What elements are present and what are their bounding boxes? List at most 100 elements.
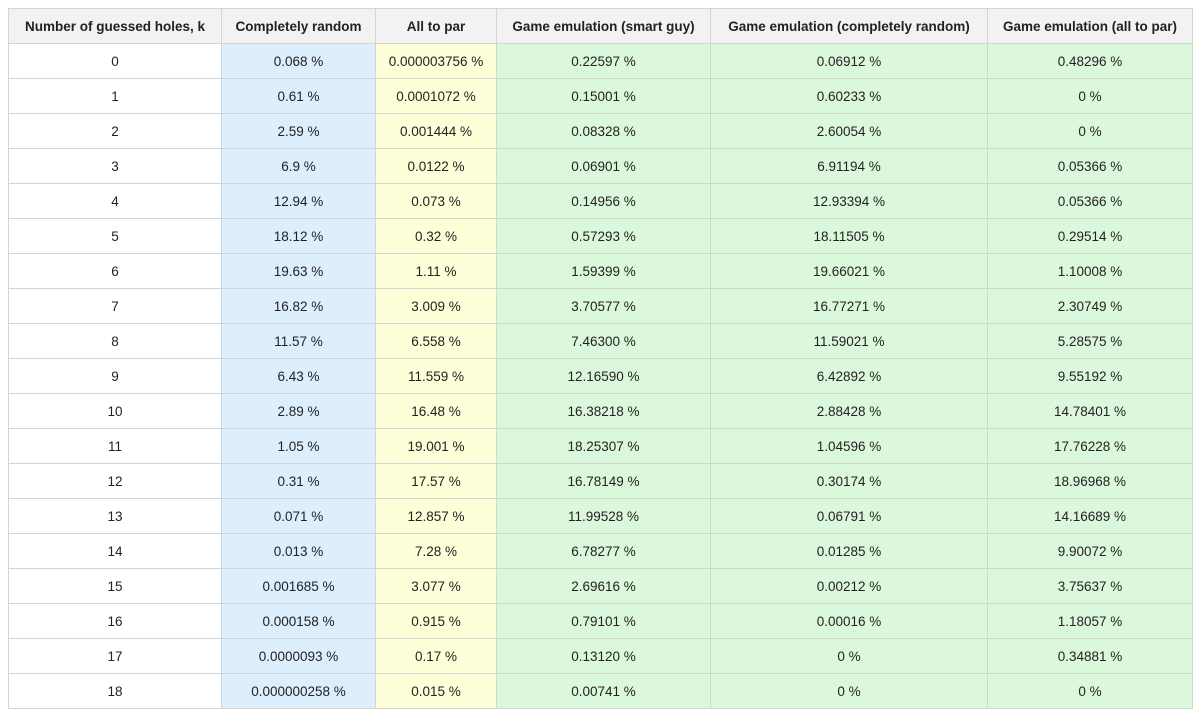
game-emulation-completely-random-cell: 16.77271 % bbox=[710, 288, 988, 324]
table-header: Number of guessed holes, k Completely ra… bbox=[8, 8, 1193, 44]
table-row: 18 0.000000258 % 0.015 % 0.00741 % 0 % 0 % bbox=[8, 673, 1193, 709]
all-to-par-cell: 11.559 % bbox=[375, 358, 497, 394]
table-row: 6 19.63 % 1.11 % 1.59399 % 19.66021 % 1.10008… bbox=[8, 253, 1193, 289]
table-row: 2 2.59 % 0.001444 % 0.08328 % 2.60054 % 0 % bbox=[8, 113, 1193, 149]
guessed-holes-cell: 11 bbox=[8, 428, 222, 464]
game-emulation-smart-guy-cell: 3.70577 % bbox=[496, 288, 711, 324]
completely-random-cell: 2.59 % bbox=[221, 113, 376, 149]
guessed-holes-cell: 13 bbox=[8, 498, 222, 534]
guessed-holes-cell: 12 bbox=[8, 463, 222, 499]
table-row: 9 6.43 % 11.559 % 12.16590 % 6.42892 % 9.5519… bbox=[8, 358, 1193, 394]
game-emulation-completely-random-cell: 0 % bbox=[710, 638, 988, 674]
game-emulation-completely-random-cell: 6.42892 % bbox=[710, 358, 988, 394]
guessed-holes-cell: 4 bbox=[8, 183, 222, 219]
guessed-holes-cell: 3 bbox=[8, 148, 222, 184]
game-emulation-all-to-par-cell: 14.16689 % bbox=[987, 498, 1193, 534]
game-emulation-completely-random-cell: 11.59021 % bbox=[710, 323, 988, 359]
game-emulation-completely-random-cell: 19.66021 % bbox=[710, 253, 988, 289]
all-to-par-cell: 0.000003756 % bbox=[375, 43, 497, 79]
game-emulation-smart-guy-cell: 0.14956 % bbox=[496, 183, 711, 219]
completely-random-cell: 1.05 % bbox=[221, 428, 376, 464]
completely-random-cell: 0.013 % bbox=[221, 533, 376, 569]
game-emulation-smart-guy-cell: 16.38218 % bbox=[496, 393, 711, 429]
table-row: 3 6.9 % 0.0122 % 0.06901 % 6.91194 % 0.05366 … bbox=[8, 148, 1193, 184]
all-to-par-cell: 0.001444 % bbox=[375, 113, 497, 149]
game-emulation-all-to-par-cell: 2.30749 % bbox=[987, 288, 1193, 324]
all-to-par-cell: 12.857 % bbox=[375, 498, 497, 534]
table-row: 16 0.000158 % 0.915 % 0.79101 % 0.00016 % 1.1… bbox=[8, 603, 1193, 639]
completely-random-cell: 19.63 % bbox=[221, 253, 376, 289]
completely-random-cell: 0.068 % bbox=[221, 43, 376, 79]
all-to-par-cell: 3.009 % bbox=[375, 288, 497, 324]
all-to-par-cell: 1.11 % bbox=[375, 253, 497, 289]
game-emulation-smart-guy-cell: 11.99528 % bbox=[496, 498, 711, 534]
table-row: 13 0.071 % 12.857 % 11.99528 % 0.06791 % 14.1… bbox=[8, 498, 1193, 534]
column-header-all-to-par: All to par bbox=[375, 8, 497, 44]
game-emulation-smart-guy-cell: 7.46300 % bbox=[496, 323, 711, 359]
game-emulation-completely-random-cell: 0.60233 % bbox=[710, 78, 988, 114]
game-emulation-completely-random-cell: 0.06791 % bbox=[710, 498, 988, 534]
all-to-par-cell: 17.57 % bbox=[375, 463, 497, 499]
table-container: Number of guessed holes, k Completely ra… bbox=[8, 8, 1193, 709]
completely-random-cell: 11.57 % bbox=[221, 323, 376, 359]
game-emulation-all-to-par-cell: 14.78401 % bbox=[987, 393, 1193, 429]
completely-random-cell: 6.9 % bbox=[221, 148, 376, 184]
all-to-par-cell: 0.073 % bbox=[375, 183, 497, 219]
all-to-par-cell: 0.015 % bbox=[375, 673, 497, 709]
all-to-par-cell: 3.077 % bbox=[375, 568, 497, 604]
game-emulation-all-to-par-cell: 9.55192 % bbox=[987, 358, 1193, 394]
guessed-holes-cell: 16 bbox=[8, 603, 222, 639]
guessed-holes-cell: 6 bbox=[8, 253, 222, 289]
guessed-holes-cell: 10 bbox=[8, 393, 222, 429]
table-row: 15 0.001685 % 3.077 % 2.69616 % 0.00212 % 3.7… bbox=[8, 568, 1193, 604]
table-row: 7 16.82 % 3.009 % 3.70577 % 16.77271 % 2.3074… bbox=[8, 288, 1193, 324]
game-emulation-smart-guy-cell: 1.59399 % bbox=[496, 253, 711, 289]
completely-random-cell: 0.61 % bbox=[221, 78, 376, 114]
game-emulation-all-to-par-cell: 0 % bbox=[987, 78, 1193, 114]
guessed-holes-cell: 8 bbox=[8, 323, 222, 359]
game-emulation-completely-random-cell: 12.93394 % bbox=[710, 183, 988, 219]
game-emulation-smart-guy-cell: 0.13120 % bbox=[496, 638, 711, 674]
table-row: 0 0.068 % 0.000003756 % 0.22597 % 0.06912 % 0… bbox=[8, 43, 1193, 79]
game-emulation-completely-random-cell: 18.11505 % bbox=[710, 218, 988, 254]
guessed-holes-cell: 15 bbox=[8, 568, 222, 604]
completely-random-cell: 2.89 % bbox=[221, 393, 376, 429]
table-row: 17 0.0000093 % 0.17 % 0.13120 % 0 % 0.34881 % bbox=[8, 638, 1193, 674]
column-header-game-emulation-smart-guy: Game emulation (smart guy) bbox=[496, 8, 711, 44]
game-emulation-all-to-par-cell: 5.28575 % bbox=[987, 323, 1193, 359]
game-emulation-completely-random-cell: 0.06912 % bbox=[710, 43, 988, 79]
game-emulation-completely-random-cell: 1.04596 % bbox=[710, 428, 988, 464]
game-emulation-smart-guy-cell: 0.06901 % bbox=[496, 148, 711, 184]
table-row: 14 0.013 % 7.28 % 6.78277 % 0.01285 % 9.90072… bbox=[8, 533, 1193, 569]
game-emulation-all-to-par-cell: 0.05366 % bbox=[987, 148, 1193, 184]
guessed-holes-cell: 0 bbox=[8, 43, 222, 79]
all-to-par-cell: 7.28 % bbox=[375, 533, 497, 569]
game-emulation-all-to-par-cell: 3.75637 % bbox=[987, 568, 1193, 604]
game-emulation-smart-guy-cell: 16.78149 % bbox=[496, 463, 711, 499]
completely-random-cell: 0.000158 % bbox=[221, 603, 376, 639]
game-emulation-smart-guy-cell: 0.57293 % bbox=[496, 218, 711, 254]
game-emulation-completely-random-cell: 0.00016 % bbox=[710, 603, 988, 639]
guessed-holes-cell: 18 bbox=[8, 673, 222, 709]
guessed-holes-cell: 2 bbox=[8, 113, 222, 149]
table-row: 10 2.89 % 16.48 % 16.38218 % 2.88428 % 14.784… bbox=[8, 393, 1193, 429]
all-to-par-cell: 0.32 % bbox=[375, 218, 497, 254]
game-emulation-all-to-par-cell: 0 % bbox=[987, 673, 1193, 709]
table-body: 0 0.068 % 0.000003756 % 0.22597 % 0.06912 % 0… bbox=[8, 43, 1193, 709]
completely-random-cell: 0.31 % bbox=[221, 463, 376, 499]
header-row: Number of guessed holes, k Completely ra… bbox=[8, 8, 1193, 44]
game-emulation-all-to-par-cell: 0.29514 % bbox=[987, 218, 1193, 254]
completely-random-cell: 16.82 % bbox=[221, 288, 376, 324]
all-to-par-cell: 0.0001072 % bbox=[375, 78, 497, 114]
guessed-holes-cell: 5 bbox=[8, 218, 222, 254]
game-emulation-all-to-par-cell: 1.10008 % bbox=[987, 253, 1193, 289]
completely-random-cell: 12.94 % bbox=[221, 183, 376, 219]
all-to-par-cell: 0.915 % bbox=[375, 603, 497, 639]
completely-random-cell: 6.43 % bbox=[221, 358, 376, 394]
game-emulation-all-to-par-cell: 0 % bbox=[987, 113, 1193, 149]
game-emulation-completely-random-cell: 6.91194 % bbox=[710, 148, 988, 184]
all-to-par-cell: 16.48 % bbox=[375, 393, 497, 429]
game-emulation-all-to-par-cell: 9.90072 % bbox=[987, 533, 1193, 569]
all-to-par-cell: 6.558 % bbox=[375, 323, 497, 359]
guessed-holes-cell: 9 bbox=[8, 358, 222, 394]
